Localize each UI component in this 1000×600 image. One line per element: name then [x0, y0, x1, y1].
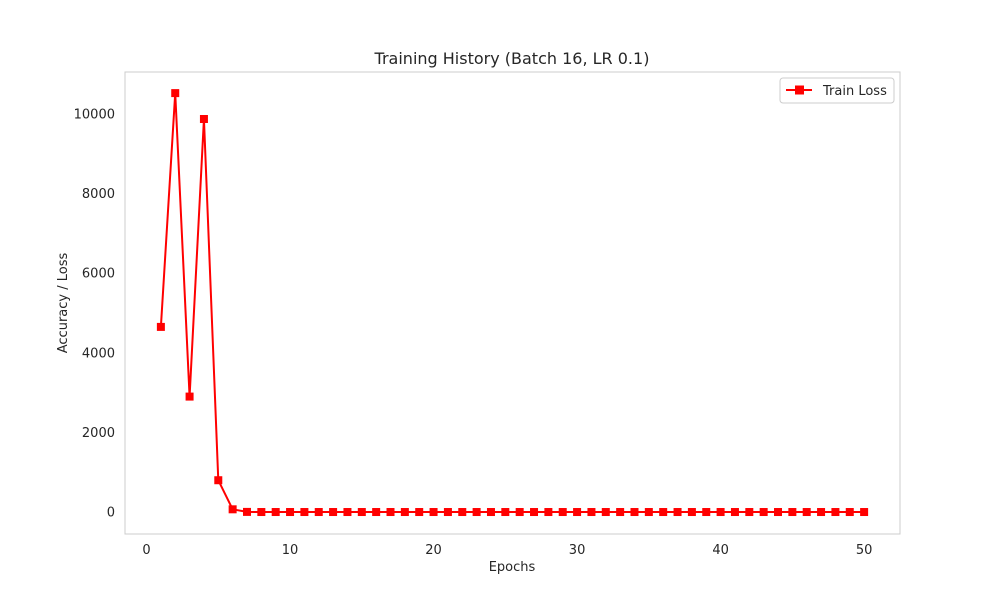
data-point	[185, 392, 194, 401]
data-point	[630, 508, 639, 517]
x-tick-label: 50	[856, 543, 873, 558]
series-layer	[156, 89, 869, 517]
x-tick-label: 0	[142, 543, 150, 558]
data-point	[372, 508, 381, 517]
data-point	[687, 508, 696, 517]
data-point	[515, 508, 524, 517]
data-point	[774, 508, 783, 517]
data-point	[802, 508, 811, 517]
data-point	[343, 508, 352, 517]
x-tick-label: 20	[425, 543, 442, 558]
y-tick-label: 6000	[82, 267, 115, 282]
y-axis-label: Accuracy / Loss	[56, 253, 71, 354]
data-point	[329, 508, 338, 517]
x-axis-label: Epochs	[489, 560, 536, 575]
x-tick-label: 10	[282, 543, 299, 558]
data-point	[573, 508, 582, 517]
data-point	[257, 508, 266, 517]
y-tick-label: 2000	[82, 426, 115, 441]
data-point	[458, 508, 467, 517]
data-point	[242, 507, 251, 516]
data-point	[314, 508, 323, 517]
data-point	[415, 508, 424, 517]
data-point	[472, 508, 481, 517]
data-point	[845, 508, 854, 517]
legend: Train Loss	[779, 77, 895, 104]
data-point	[156, 322, 165, 331]
data-point	[587, 508, 596, 517]
data-point	[443, 508, 452, 517]
data-point	[788, 508, 797, 517]
data-point	[271, 508, 280, 517]
x-tick-label: 30	[569, 543, 586, 558]
legend-marker-train-loss	[795, 85, 804, 95]
data-point	[616, 508, 625, 517]
y-tick-label: 0	[107, 506, 115, 521]
data-point	[171, 89, 180, 98]
data-point	[730, 508, 739, 517]
data-point	[501, 508, 510, 517]
chart-title: Training History (Batch 16, LR 0.1)	[374, 49, 650, 68]
data-point	[716, 508, 725, 517]
data-point	[214, 476, 223, 485]
y-tick-label: 4000	[82, 346, 115, 361]
data-point	[702, 508, 711, 517]
plot-area	[124, 71, 901, 535]
x-tick-label: 40	[712, 543, 729, 558]
y-tick-label: 8000	[82, 187, 115, 202]
y-tick-labels: 0 2000 4000 6000 8000 10000	[74, 107, 115, 520]
data-point	[544, 508, 553, 517]
data-point	[759, 508, 768, 517]
data-point	[228, 505, 237, 514]
data-point	[286, 508, 295, 517]
data-point	[659, 508, 668, 517]
data-point	[386, 508, 395, 517]
data-point	[601, 508, 610, 517]
data-point	[860, 508, 869, 517]
data-point	[558, 508, 567, 517]
data-point	[831, 508, 840, 517]
data-point	[530, 508, 539, 517]
data-point	[357, 508, 366, 517]
data-point	[817, 508, 826, 517]
data-point	[486, 508, 495, 517]
data-point	[673, 508, 682, 517]
y-tick-label: 10000	[74, 107, 115, 122]
x-tick-labels: 0 10 20 30 40 50	[142, 543, 872, 558]
data-point	[199, 115, 208, 123]
legend-box	[779, 77, 895, 104]
data-point	[644, 508, 653, 517]
legend-label-train-loss: Train Loss	[822, 84, 887, 99]
data-point	[400, 508, 409, 517]
data-point	[300, 508, 309, 517]
data-point	[745, 508, 754, 517]
data-point	[429, 508, 438, 517]
